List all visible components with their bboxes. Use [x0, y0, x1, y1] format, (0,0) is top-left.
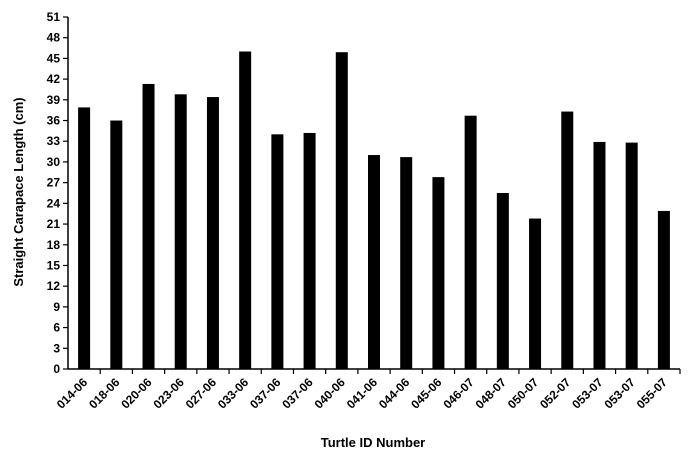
y-tick-label: 18: [47, 238, 61, 252]
x-tick-label: 037-06: [279, 375, 316, 412]
x-tick-label: 033-06: [215, 375, 252, 412]
bar: [206, 97, 219, 369]
x-tick-label: 050-07: [505, 375, 542, 412]
x-tick-label: 020-06: [118, 375, 155, 412]
x-tick-label: 053-07: [601, 375, 638, 412]
x-tick-label: 048-07: [473, 375, 510, 412]
x-tick-label: 053-07: [569, 375, 606, 412]
y-tick-label: 30: [47, 155, 61, 169]
bar: [303, 132, 316, 369]
x-axis-ticks: 014-06018-06020-06023-06027-06033-06037-…: [54, 369, 681, 412]
y-tick-label: 42: [47, 72, 61, 86]
y-tick-label: 15: [47, 258, 61, 272]
bar: [496, 193, 509, 369]
bar: [368, 155, 380, 369]
y-tick-label: 0: [53, 362, 60, 376]
y-tick-label: 36: [47, 114, 61, 128]
y-tick-label: 12: [47, 279, 61, 293]
x-tick-label: 044-06: [376, 375, 413, 412]
bar: [625, 142, 638, 369]
y-tick-label: 27: [47, 176, 61, 190]
x-tick-label: 037-06: [247, 375, 284, 412]
bar: [335, 52, 348, 369]
x-tick-label: 045-06: [408, 375, 445, 412]
y-tick-label: 3: [53, 341, 60, 355]
x-tick-label: 055-07: [634, 375, 671, 412]
y-axis-title: Straight Carapace Length (cm): [11, 97, 26, 286]
y-tick-label: 33: [47, 134, 61, 148]
bar: [529, 218, 542, 369]
y-tick-label: 45: [47, 51, 61, 65]
bar: [400, 157, 413, 369]
bar: [271, 134, 284, 369]
bar: [561, 111, 574, 370]
x-tick-label: 040-06: [312, 375, 349, 412]
x-tick-label: 023-06: [151, 375, 188, 412]
y-tick-label: 51: [47, 10, 61, 24]
bar: [78, 107, 91, 370]
x-tick-label: 027-06: [183, 375, 220, 412]
bar: [657, 210, 670, 369]
bars: [78, 51, 670, 370]
bar: [432, 177, 445, 369]
bar: [142, 83, 155, 369]
bar: [110, 120, 123, 369]
x-tick-label: 046-07: [440, 375, 477, 412]
y-tick-label: 21: [47, 217, 61, 231]
y-tick-label: 39: [47, 93, 61, 107]
x-tick-label: 014-06: [54, 375, 91, 412]
bar: [239, 51, 252, 370]
bar: [593, 141, 606, 369]
y-tick-label: 9: [53, 300, 60, 314]
bar: [174, 94, 187, 369]
x-tick-label: 018-06: [86, 375, 123, 412]
y-tick-label: 24: [47, 196, 61, 210]
y-tick-label: 48: [47, 31, 61, 45]
x-tick-label: 041-06: [344, 375, 381, 412]
x-tick-label: 052-07: [537, 375, 574, 412]
bar: [464, 115, 477, 370]
y-tick-label: 6: [53, 321, 60, 335]
x-axis-title: Turtle ID Number: [321, 435, 426, 450]
